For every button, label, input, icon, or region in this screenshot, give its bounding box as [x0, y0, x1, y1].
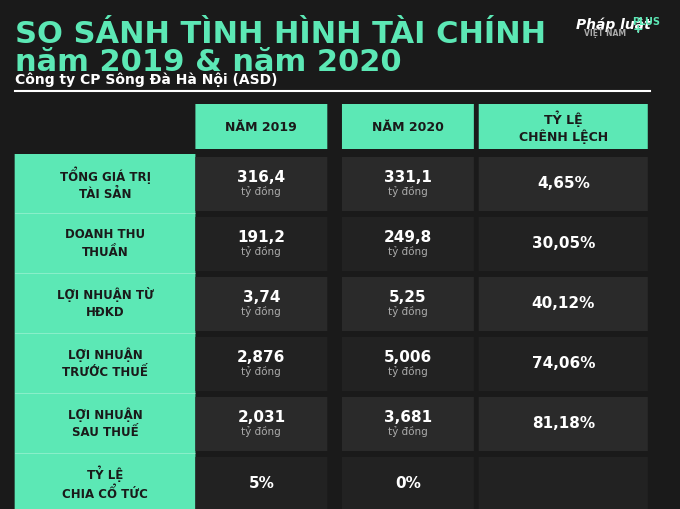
FancyBboxPatch shape [342, 105, 474, 150]
Text: 0%: 0% [395, 475, 421, 490]
Text: 4,65%: 4,65% [537, 176, 590, 191]
Text: tỷ đồng: tỷ đồng [388, 305, 428, 317]
Text: NĂM 2020: NĂM 2020 [372, 121, 444, 134]
Text: LỢI NHUẬN
SAU THUẾ: LỢI NHUẬN SAU THUẾ [67, 407, 142, 438]
Text: Công ty CP Sông Đà Hà Nội (ASD): Công ty CP Sông Đà Hà Nội (ASD) [15, 72, 277, 87]
Text: 191,2: 191,2 [237, 230, 286, 244]
FancyBboxPatch shape [479, 337, 648, 391]
FancyBboxPatch shape [342, 457, 474, 509]
Text: 3,681: 3,681 [384, 409, 432, 424]
FancyBboxPatch shape [15, 155, 195, 509]
Text: DOANH THU
THUẦN: DOANH THU THUẦN [65, 228, 145, 258]
FancyBboxPatch shape [195, 217, 327, 271]
Text: 249,8: 249,8 [384, 230, 432, 244]
Text: PLUS: PLUS [632, 17, 660, 27]
Text: tỷ đồng: tỷ đồng [241, 245, 282, 257]
Text: NĂM 2019: NĂM 2019 [226, 121, 297, 134]
Text: Pháp luật: Pháp luật [577, 17, 651, 32]
Text: 5,006: 5,006 [384, 349, 432, 364]
Text: tỷ đồng: tỷ đồng [388, 186, 428, 196]
Text: 5,25: 5,25 [389, 290, 427, 304]
FancyBboxPatch shape [195, 397, 327, 451]
FancyBboxPatch shape [479, 277, 648, 331]
Text: 81,18%: 81,18% [532, 415, 595, 430]
Text: 2,031: 2,031 [237, 409, 286, 424]
FancyBboxPatch shape [195, 105, 327, 150]
Text: 2,876: 2,876 [237, 349, 286, 364]
Text: 3,74: 3,74 [243, 290, 280, 304]
Text: tỷ đồng: tỷ đồng [241, 365, 282, 376]
Text: 316,4: 316,4 [237, 169, 286, 185]
FancyBboxPatch shape [342, 397, 474, 451]
FancyBboxPatch shape [479, 217, 648, 271]
FancyBboxPatch shape [342, 158, 474, 212]
Text: VIỆT NAM: VIỆT NAM [584, 28, 626, 38]
FancyBboxPatch shape [342, 217, 474, 271]
Text: TỶ LỆ
CHÊNH LỆCH: TỶ LỆ CHÊNH LỆCH [519, 110, 608, 144]
FancyBboxPatch shape [342, 337, 474, 391]
Text: TỔNG GIÁ TRỊ
TÀI SẢN: TỔNG GIÁ TRỊ TÀI SẢN [60, 166, 150, 201]
Text: năm 2019 & năm 2020: năm 2019 & năm 2020 [15, 48, 401, 77]
Text: tỷ đồng: tỷ đồng [241, 305, 282, 317]
Text: 30,05%: 30,05% [532, 236, 595, 250]
Text: SO SÁNH TÌNH HÌNH TÀI CHÍNH: SO SÁNH TÌNH HÌNH TÀI CHÍNH [15, 20, 545, 49]
Text: 5%: 5% [248, 475, 274, 490]
FancyBboxPatch shape [195, 277, 327, 331]
FancyBboxPatch shape [195, 158, 327, 212]
Text: tỷ đồng: tỷ đồng [388, 365, 428, 376]
Text: 40,12%: 40,12% [532, 295, 595, 310]
Text: LỢI NHUẬN TỪ
HĐKD: LỢI NHUẬN TỪ HĐKD [56, 287, 154, 319]
FancyBboxPatch shape [479, 158, 648, 212]
FancyBboxPatch shape [195, 337, 327, 391]
Text: tỷ đồng: tỷ đồng [241, 186, 282, 196]
FancyBboxPatch shape [479, 457, 648, 509]
FancyBboxPatch shape [479, 105, 648, 150]
FancyBboxPatch shape [342, 277, 474, 331]
Text: +: + [632, 23, 643, 36]
Text: tỷ đồng: tỷ đồng [388, 425, 428, 436]
Text: TỶ LỆ
CHIA CỔ TỨC: TỶ LỆ CHIA CỔ TỨC [62, 465, 148, 500]
Text: 331,1: 331,1 [384, 169, 432, 185]
FancyBboxPatch shape [195, 457, 327, 509]
Text: tỷ đồng: tỷ đồng [388, 245, 428, 257]
FancyBboxPatch shape [479, 397, 648, 451]
Text: tỷ đồng: tỷ đồng [241, 425, 282, 436]
Text: 74,06%: 74,06% [532, 355, 595, 370]
Text: LỢI NHUẬN
TRƯỚC THUẾ: LỢI NHUẬN TRƯỚC THUẾ [62, 347, 148, 379]
